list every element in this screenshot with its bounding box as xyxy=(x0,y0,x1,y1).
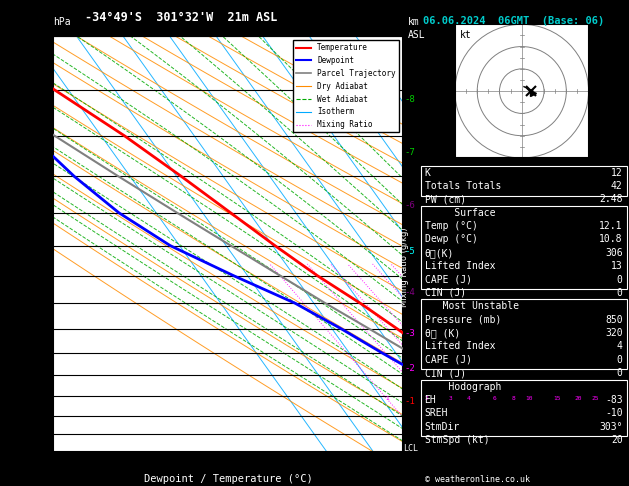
Text: 303°: 303° xyxy=(599,422,623,432)
Text: CIN (J): CIN (J) xyxy=(425,368,465,378)
Legend: Temperature, Dewpoint, Parcel Trajectory, Dry Adiabat, Wet Adiabat, Isotherm, Mi: Temperature, Dewpoint, Parcel Trajectory… xyxy=(292,40,399,132)
Text: 0: 0 xyxy=(617,355,623,365)
Text: CAPE (J): CAPE (J) xyxy=(425,275,472,285)
Text: 10: 10 xyxy=(257,467,269,477)
Text: 600: 600 xyxy=(20,271,38,281)
Text: Mixing Ratio (g/kg): Mixing Ratio (g/kg) xyxy=(400,227,409,307)
Text: -10: -10 xyxy=(161,467,179,477)
Text: θᴇ(K): θᴇ(K) xyxy=(425,248,454,258)
Text: 750: 750 xyxy=(20,347,38,358)
Text: PW (cm): PW (cm) xyxy=(425,194,465,205)
Text: kt: kt xyxy=(459,30,471,40)
Text: 42: 42 xyxy=(611,181,623,191)
Text: 06.06.2024  06GMT  (Base: 06): 06.06.2024 06GMT (Base: 06) xyxy=(423,16,604,26)
Text: 900: 900 xyxy=(20,411,38,420)
Text: -1: -1 xyxy=(405,398,416,406)
Text: ASL: ASL xyxy=(408,30,425,40)
Text: K: K xyxy=(425,168,430,178)
Text: 2: 2 xyxy=(425,397,428,401)
Text: Dewp (°C): Dewp (°C) xyxy=(425,234,477,244)
Text: -4: -4 xyxy=(405,288,416,297)
Text: -30: -30 xyxy=(68,467,86,477)
Text: Temp (°C): Temp (°C) xyxy=(425,221,477,231)
Text: 350: 350 xyxy=(20,85,38,95)
Text: hPa: hPa xyxy=(53,17,71,27)
Text: 3: 3 xyxy=(448,397,452,401)
Text: 25: 25 xyxy=(591,397,599,401)
Text: 550: 550 xyxy=(20,241,38,251)
Text: 850: 850 xyxy=(20,391,38,401)
Text: Dewpoint / Temperature (°C): Dewpoint / Temperature (°C) xyxy=(143,473,313,484)
Text: 12: 12 xyxy=(611,168,623,178)
Text: 300: 300 xyxy=(20,32,38,41)
Text: -2: -2 xyxy=(405,364,416,373)
Text: 40: 40 xyxy=(397,467,408,477)
Text: StmDir: StmDir xyxy=(425,422,460,432)
Text: 2.48: 2.48 xyxy=(599,194,623,205)
Text: 800: 800 xyxy=(20,370,38,380)
Text: 4: 4 xyxy=(617,341,623,351)
Text: 8: 8 xyxy=(511,397,515,401)
Text: Surface: Surface xyxy=(425,208,495,218)
Text: 400: 400 xyxy=(20,131,38,141)
Text: Lifted Index: Lifted Index xyxy=(425,341,495,351)
Text: CIN (J): CIN (J) xyxy=(425,288,465,298)
Text: 30: 30 xyxy=(350,467,362,477)
Text: 20: 20 xyxy=(611,435,623,445)
Text: 1000: 1000 xyxy=(14,447,38,457)
Text: 500: 500 xyxy=(20,208,38,218)
Text: 6: 6 xyxy=(493,397,496,401)
Text: 0: 0 xyxy=(213,467,220,477)
Text: CAPE (J): CAPE (J) xyxy=(425,355,472,365)
Text: 0: 0 xyxy=(617,288,623,298)
Text: -3: -3 xyxy=(405,330,416,338)
Text: 1: 1 xyxy=(385,397,389,401)
Text: 320: 320 xyxy=(605,328,623,338)
Text: 12.1: 12.1 xyxy=(599,221,623,231)
Text: 20: 20 xyxy=(575,397,582,401)
Text: 0: 0 xyxy=(617,368,623,378)
Text: -10: -10 xyxy=(605,408,623,418)
Text: StmSpd (kt): StmSpd (kt) xyxy=(425,435,489,445)
Text: 700: 700 xyxy=(20,324,38,334)
Text: LCL: LCL xyxy=(403,444,418,453)
Text: -34°49'S  301°32'W  21m ASL: -34°49'S 301°32'W 21m ASL xyxy=(85,11,277,24)
Text: Pressure (mb): Pressure (mb) xyxy=(425,315,501,325)
Text: 20: 20 xyxy=(304,467,315,477)
Text: Hodograph: Hodograph xyxy=(425,382,501,392)
Text: 950: 950 xyxy=(20,429,38,439)
Text: 650: 650 xyxy=(20,298,38,308)
Text: -20: -20 xyxy=(114,467,132,477)
Text: 10: 10 xyxy=(525,397,533,401)
Text: θᴇ (K): θᴇ (K) xyxy=(425,328,460,338)
Text: 0: 0 xyxy=(617,275,623,285)
Text: -5: -5 xyxy=(405,247,416,257)
Text: 850: 850 xyxy=(605,315,623,325)
Text: © weatheronline.co.uk: © weatheronline.co.uk xyxy=(425,474,530,484)
Text: Lifted Index: Lifted Index xyxy=(425,261,495,271)
Text: EH: EH xyxy=(425,395,437,405)
Text: -6: -6 xyxy=(405,201,416,210)
Text: km: km xyxy=(408,17,420,27)
Text: 4: 4 xyxy=(467,397,470,401)
Text: SREH: SREH xyxy=(425,408,448,418)
Text: 13: 13 xyxy=(611,261,623,271)
Text: 306: 306 xyxy=(605,248,623,258)
Text: Totals Totals: Totals Totals xyxy=(425,181,501,191)
Text: 10.8: 10.8 xyxy=(599,234,623,244)
Text: Most Unstable: Most Unstable xyxy=(425,301,518,312)
Text: -8: -8 xyxy=(405,95,416,104)
Text: -83: -83 xyxy=(605,395,623,405)
Text: 15: 15 xyxy=(554,397,561,401)
Text: 450: 450 xyxy=(20,172,38,181)
Text: -7: -7 xyxy=(405,148,416,157)
